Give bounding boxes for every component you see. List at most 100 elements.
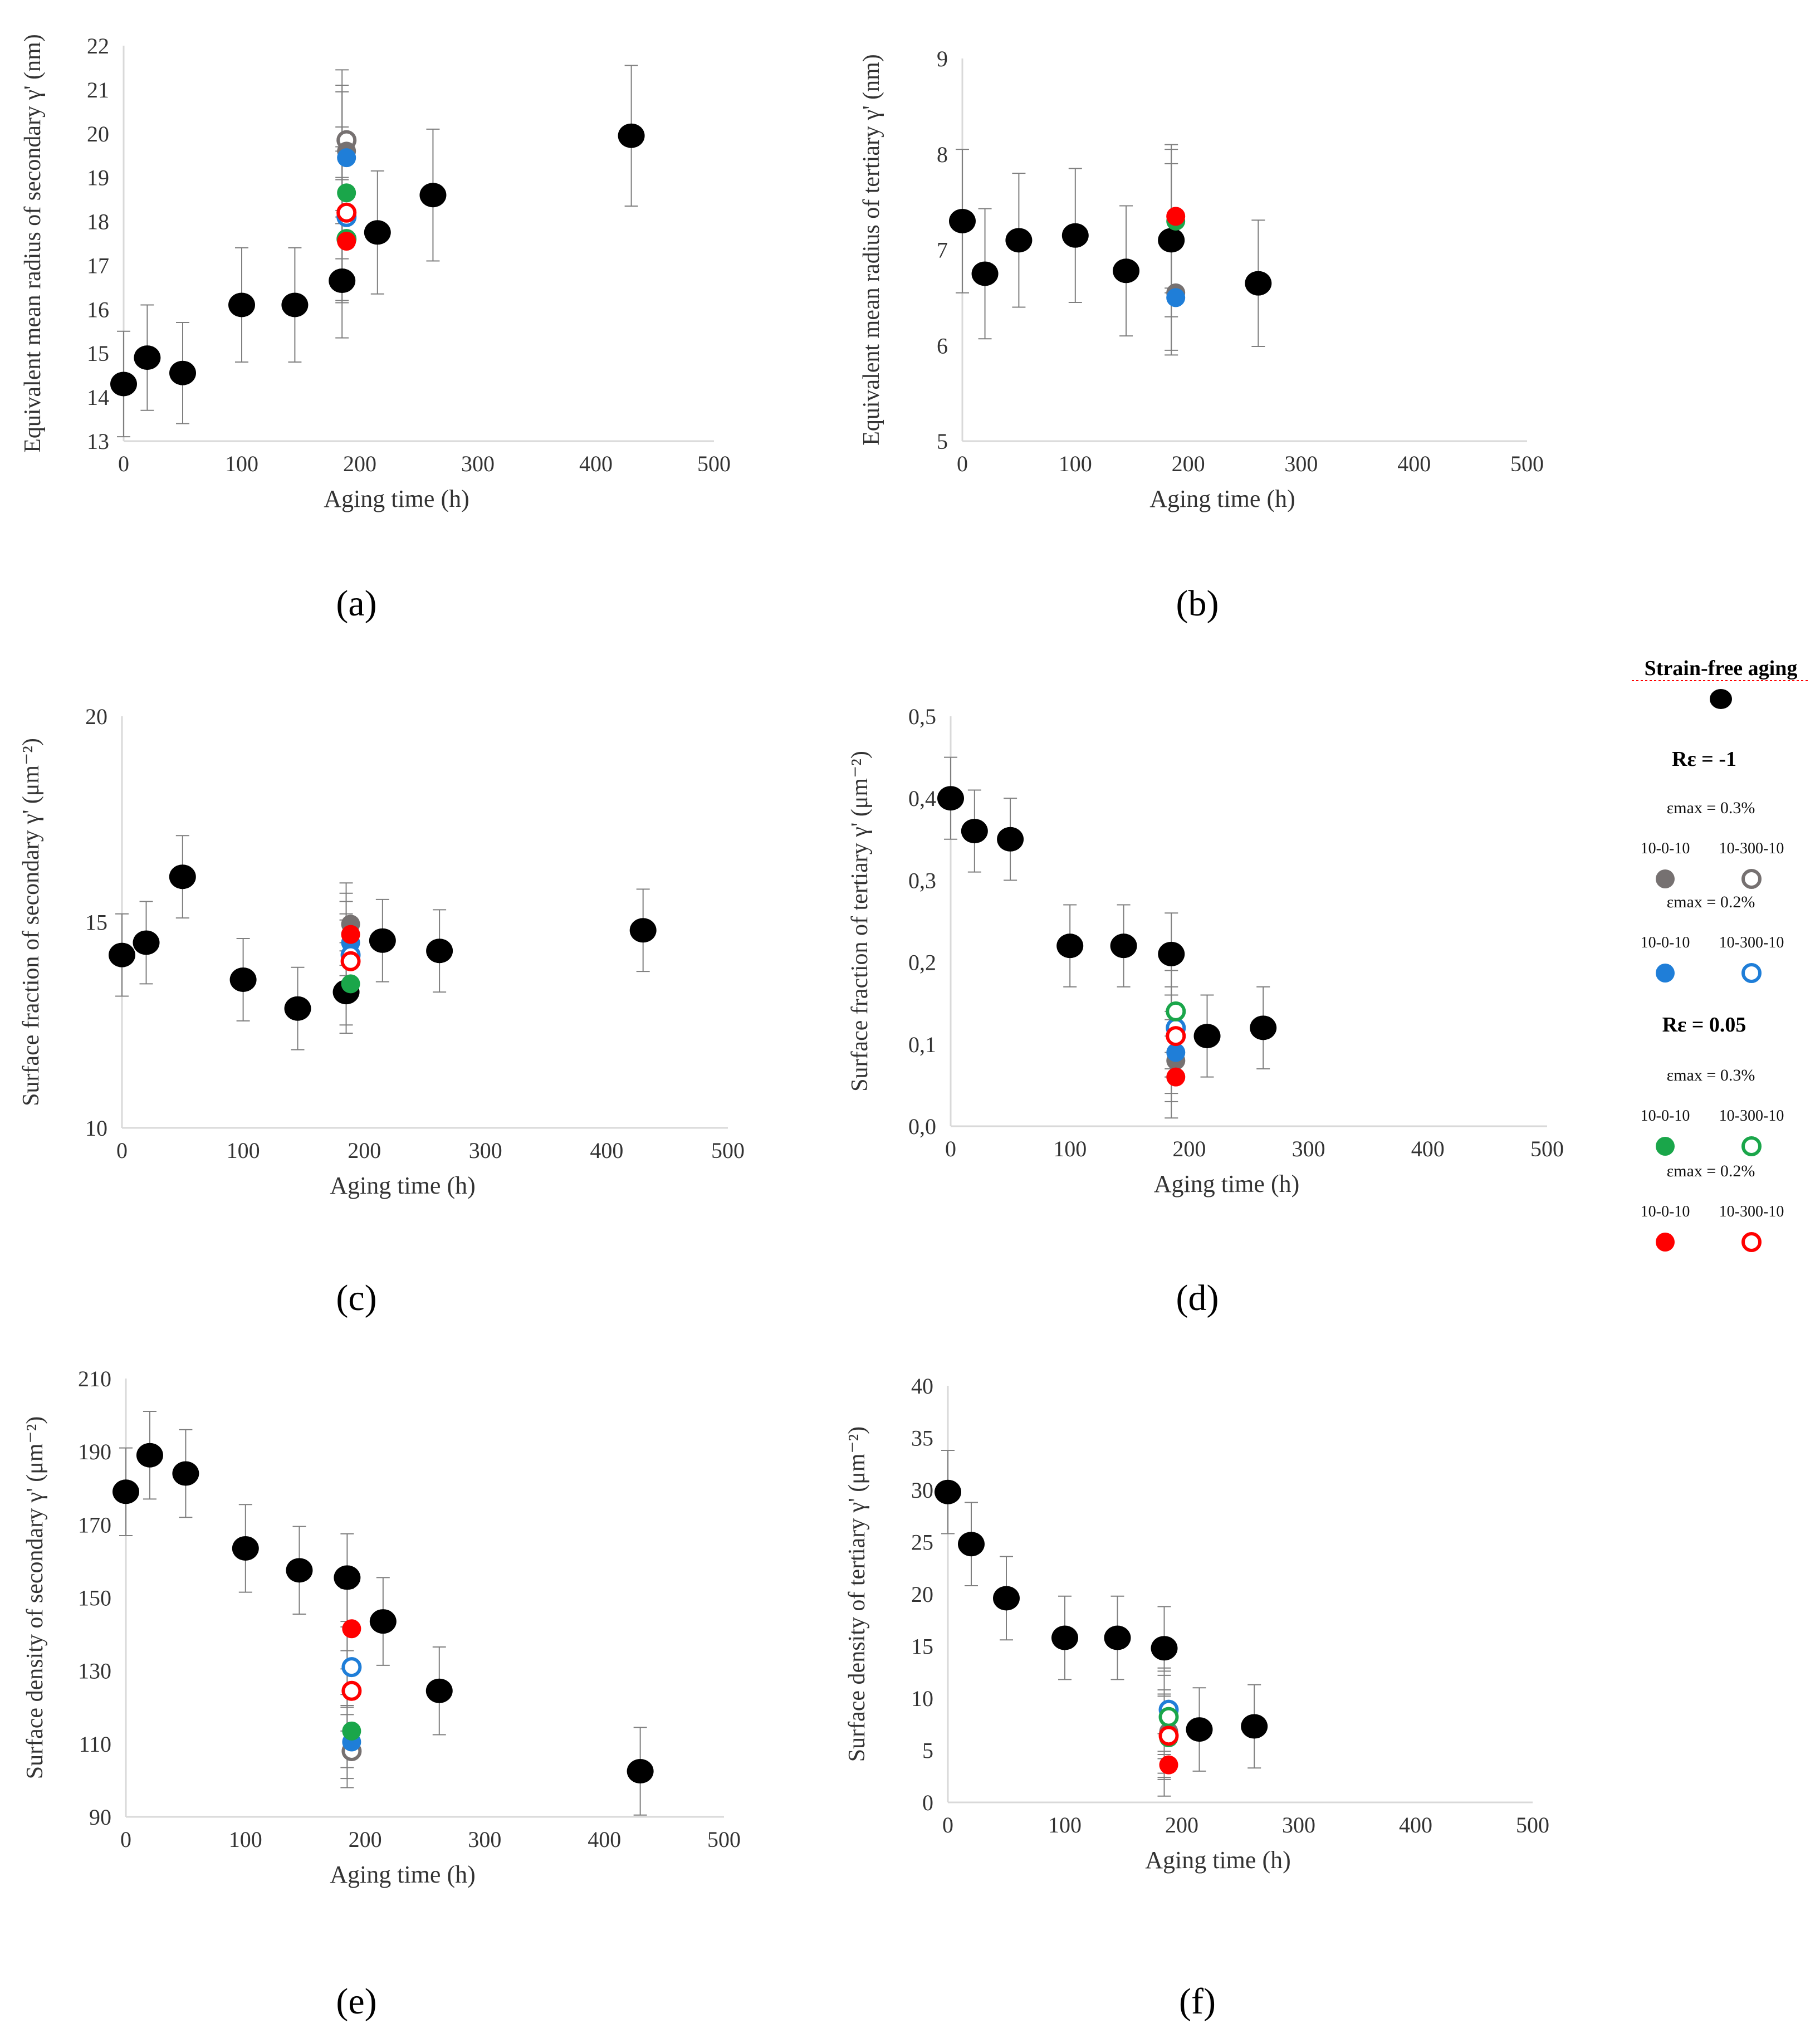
data-point-strain-free <box>172 1461 199 1486</box>
data-point-strain-free <box>935 1479 961 1504</box>
chart-c: 0 100 200 300 400 500 10 15 20 Aging time (h) Surf… <box>18 704 745 1199</box>
y-axis-title: Equivalent mean radius of secondary γ' (… <box>20 34 46 453</box>
y-tick-label: 16 <box>87 297 109 322</box>
legend-marker-strain-free <box>1710 689 1732 709</box>
x-tick-label: 100 <box>227 1138 260 1163</box>
x-axis-title: Aging time (h) <box>1149 485 1295 512</box>
data-point-red-filled <box>337 232 356 251</box>
data-point-strain-free <box>1051 1625 1078 1650</box>
x-tick-label: 300 <box>469 1138 502 1163</box>
legend-title: Strain-free aging <box>1645 657 1798 680</box>
data-point-strain-free <box>169 360 196 385</box>
data-point-strain-free <box>425 1678 453 1703</box>
y-tick-label: 0 <box>922 1790 933 1815</box>
x-tick-label: 200 <box>1165 1812 1198 1837</box>
y-tick-label: 9 <box>937 46 948 71</box>
data-point-strain-free <box>169 864 196 889</box>
legend-marker-red-filled <box>1656 1233 1675 1252</box>
x-tick-label: 500 <box>1516 1812 1549 1837</box>
y-tick-label: 150 <box>78 1586 111 1611</box>
legend-strain-label: εmax = 0.2% <box>1667 893 1755 911</box>
x-tick-label: 100 <box>1053 1136 1087 1161</box>
legend-filled-label: 10-0-10 <box>1641 840 1690 857</box>
data-point-strain-free <box>1056 933 1084 959</box>
panel-label-e: (e) <box>336 1981 376 2022</box>
x-tick-label: 500 <box>711 1138 745 1163</box>
x-tick-label: 0 <box>120 1827 131 1852</box>
data-point-strain-free <box>109 942 135 967</box>
x-tick-label: 0 <box>942 1812 953 1837</box>
legend-marker-blue-filled <box>1656 964 1675 983</box>
x-tick-label: 200 <box>348 1138 381 1163</box>
x-tick-label: 200 <box>343 451 376 476</box>
x-axis-title: Aging time (h) <box>330 1172 476 1199</box>
y-axis-title: Equivalent mean radius of tertiary γ' (n… <box>859 54 884 446</box>
y-tick-label: 0,5 <box>908 704 936 729</box>
legend-strain-label: εmax = 0.3% <box>1667 799 1755 817</box>
data-point-strain-free <box>961 819 988 844</box>
x-axis-title: Aging time (h) <box>1145 1846 1291 1874</box>
x-tick-label: 300 <box>461 451 495 476</box>
legend-marker-red-open <box>1741 1232 1762 1252</box>
y-tick-label: 0,4 <box>908 786 936 811</box>
data-point-green-filled <box>342 1721 361 1741</box>
y-tick-label: 190 <box>78 1439 111 1464</box>
data-point-red-open <box>341 1680 362 1701</box>
y-tick-label: 14 <box>87 385 109 410</box>
data-point-strain-free <box>937 786 964 811</box>
data-point-red-filled <box>1166 207 1186 226</box>
x-axis-title: Aging time (h) <box>330 1861 476 1888</box>
y-tick-label: 40 <box>911 1374 933 1399</box>
data-point-strain-free <box>1104 1625 1131 1650</box>
y-tick-label: 20 <box>87 121 109 146</box>
legend-open-label: 10-300-10 <box>1719 1203 1784 1220</box>
data-point-strain-free <box>1158 228 1185 253</box>
x-axis-title: Aging time (h) <box>1154 1170 1300 1198</box>
legend: Strain-free aging Rε = -1 εmax = 0.3% 10-0-… <box>1632 657 1810 1252</box>
chart-b: 0 100 200 300 400 500 5 6 7 8 9 Aging time (h) Equiv… <box>859 46 1544 512</box>
data-point-strain-free <box>1110 933 1137 959</box>
panel-label-b: (b) <box>1176 583 1219 624</box>
y-tick-label: 130 <box>78 1659 111 1684</box>
y-tick-label: 90 <box>89 1805 111 1830</box>
data-point-strain-free <box>1113 258 1140 284</box>
legend-open-label: 10-300-10 <box>1719 1107 1784 1125</box>
x-tick-label: 100 <box>1048 1812 1082 1837</box>
y-tick-label: 6 <box>937 333 948 358</box>
data-point-blue-open <box>341 1657 362 1678</box>
y-tick-label: 7 <box>937 238 948 263</box>
y-tick-label: 22 <box>87 33 109 58</box>
data-point-strain-free <box>1241 1714 1268 1739</box>
data-point-red-filled <box>342 1619 361 1639</box>
x-tick-label: 100 <box>225 451 258 476</box>
chart-d: 0 100 200 300 400 500 0,0 0,1 0,2 0,3 0,4 0,5 Aging … <box>847 704 1564 1198</box>
data-point-green-open <box>1166 1001 1186 1022</box>
data-point-strain-free <box>949 208 976 233</box>
y-tick-label: 10 <box>911 1686 933 1711</box>
legend-strain-label: εmax = 0.2% <box>1667 1162 1755 1180</box>
y-axis-title: Surface fraction of tertiary γ' (μm⁻²) <box>847 751 873 1092</box>
panel-label-d: (d) <box>1176 1278 1219 1318</box>
data-point-red-filled <box>341 925 360 944</box>
y-tick-label: 10 <box>85 1116 107 1141</box>
data-point-strain-free <box>133 930 160 955</box>
data-point-blue-filled <box>1166 288 1186 307</box>
x-tick-label: 400 <box>590 1138 623 1163</box>
data-point-strain-free <box>1186 1717 1213 1742</box>
x-tick-label: 200 <box>1172 1136 1206 1161</box>
y-tick-label: 210 <box>78 1366 111 1391</box>
y-tick-label: 0,3 <box>908 868 936 893</box>
x-axis-title: Aging time (h) <box>324 485 469 512</box>
legend-open-label: 10-300-10 <box>1719 934 1784 951</box>
data-point-strain-free <box>134 345 161 370</box>
data-point-strain-free <box>958 1532 985 1557</box>
y-tick-label: 25 <box>911 1530 933 1555</box>
x-tick-label: 500 <box>1530 1136 1564 1161</box>
x-tick-label: 500 <box>697 451 731 476</box>
y-tick-label: 5 <box>937 429 948 454</box>
data-point-strain-free <box>228 292 255 317</box>
data-point-red-open <box>340 951 361 971</box>
y-tick-label: 18 <box>87 209 109 234</box>
x-tick-label: 500 <box>707 1827 741 1852</box>
